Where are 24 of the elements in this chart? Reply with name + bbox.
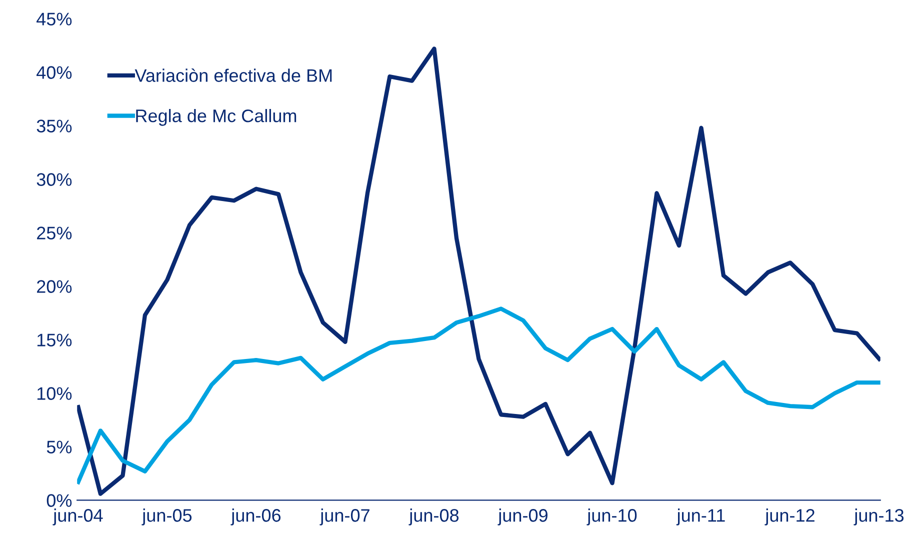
legend-label: Variaciòn efectiva de BM bbox=[134, 68, 332, 82]
y-tick-label: 10% bbox=[37, 387, 72, 400]
legend-label: Regla de Mc Callum bbox=[136, 108, 296, 126]
y-tick-label: 45% bbox=[36, 12, 72, 26]
y-tick-label: 40% bbox=[36, 66, 72, 79]
y-tick-label: 15% bbox=[37, 334, 72, 346]
y-tick-label: 30% bbox=[36, 173, 72, 186]
x-tick-label: jun-10 bbox=[586, 508, 637, 526]
y-tick-label: 25% bbox=[37, 226, 72, 240]
x-tick-label: jun-12 bbox=[764, 508, 814, 526]
y-tick-label: 35% bbox=[36, 120, 72, 132]
y-tick-label: 20% bbox=[37, 280, 72, 293]
x-tick-label: jun-13 bbox=[854, 508, 904, 526]
x-tick-label: jun-04 bbox=[52, 508, 103, 526]
x-tick-label: jun-08 bbox=[408, 508, 459, 526]
x-tick-label: jun-11 bbox=[676, 508, 725, 526]
x-tick-label: jun-09 bbox=[498, 508, 548, 526]
line-series bbox=[77, 306, 880, 484]
y-tick-label: 5% bbox=[46, 440, 72, 454]
x-tick-label: jun-06 bbox=[230, 508, 281, 526]
line-series bbox=[77, 46, 880, 496]
y-tick-label: 0% bbox=[46, 494, 72, 507]
x-tick-label: jun-07 bbox=[320, 508, 370, 526]
x-tick-label: jun-05 bbox=[142, 508, 192, 526]
